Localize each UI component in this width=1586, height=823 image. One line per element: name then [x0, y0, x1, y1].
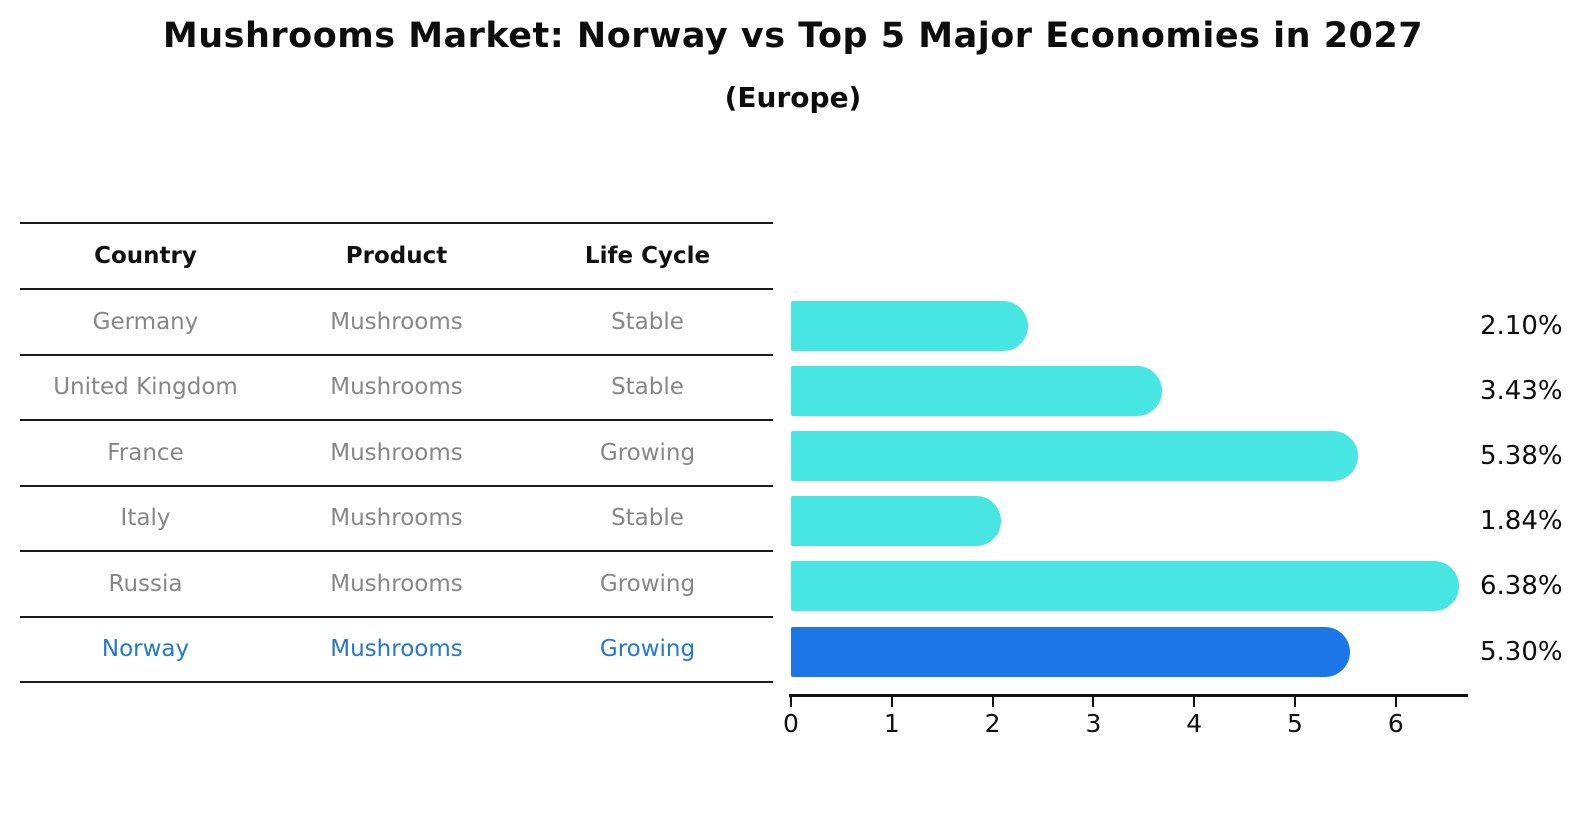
table-row: Norway Mushrooms Growing [20, 618, 773, 683]
x-axis-tick [1394, 697, 1397, 707]
table-cell-product: Mushrooms [330, 505, 463, 532]
x-axis-tick [1193, 697, 1196, 707]
value-label: 2.10% [1480, 310, 1563, 341]
table-cell-life-cycle: Stable [611, 505, 684, 532]
table-row: Italy Mushrooms Stable [20, 487, 773, 552]
country-table: Country Product Life Cycle Germany Mushro… [20, 222, 773, 683]
table-cell-life-cycle: Growing [599, 570, 696, 597]
bar [791, 561, 1460, 612]
table-cell-product: Mushrooms [330, 636, 463, 663]
table-cell-product: Mushrooms [330, 570, 463, 597]
table-cell-product: Mushrooms [330, 439, 463, 466]
table-cell-life-cycle: Growing [599, 636, 696, 663]
table-cell-country: Norway [101, 636, 190, 663]
column-header-life-cycle: Life Cycle [584, 243, 711, 269]
x-axis-tick-label: 5 [1287, 709, 1303, 738]
chart-title: Mushrooms Market: Norway vs Top 5 Major … [162, 16, 1424, 56]
value-label: 5.38% [1480, 440, 1563, 471]
table-cell-country: Italy [120, 505, 171, 532]
chart-subtitle: (Europe) [724, 81, 862, 114]
x-axis-tick-label: 2 [984, 709, 1001, 738]
table-cell-life-cycle: Stable [611, 374, 684, 401]
table-row: Germany Mushrooms Stable [20, 290, 773, 356]
table-cell-product: Mushrooms [330, 308, 463, 335]
value-label: 3.43% [1480, 375, 1563, 406]
x-axis-tick-label: 4 [1186, 709, 1203, 738]
value-label: 5.30% [1480, 636, 1563, 667]
column-header-country: Country [94, 243, 197, 269]
table-cell-country: Germany [92, 308, 199, 335]
table-cell-country: Russia [108, 570, 183, 597]
table-row: France Mushrooms Growing [20, 421, 773, 487]
x-axis-tick [1294, 697, 1296, 707]
x-axis-tick-label: 6 [1387, 709, 1404, 738]
x-axis-tick [991, 697, 994, 707]
bar [791, 430, 1359, 481]
table-header-row: Country Product Life Cycle [20, 222, 773, 290]
column-header-product: Product [345, 243, 448, 269]
value-label: 6.38% [1480, 571, 1563, 602]
table-cell-country: France [107, 439, 184, 466]
x-axis-tick-label: 1 [883, 709, 900, 738]
table-row: Russia Mushrooms Growing [20, 552, 773, 618]
bar [791, 300, 1028, 351]
x-axis-tick [890, 697, 893, 707]
table-cell-life-cycle: Stable [611, 308, 684, 335]
table-cell-life-cycle: Growing [599, 439, 696, 466]
table-cell-country: United Kingdom [53, 374, 238, 401]
bar-highlight [791, 626, 1351, 677]
x-axis-line [789, 694, 1468, 697]
x-axis-tick [790, 697, 792, 707]
value-label: 1.84% [1480, 506, 1563, 537]
x-axis-tick [1092, 697, 1095, 707]
x-axis-tick-label: 0 [783, 709, 799, 738]
x-axis-tick-label: 3 [1085, 709, 1102, 738]
table-cell-product: Mushrooms [330, 374, 463, 401]
bar [791, 496, 1002, 547]
bar [791, 365, 1162, 416]
table-row: United Kingdom Mushrooms Stable [20, 356, 773, 421]
